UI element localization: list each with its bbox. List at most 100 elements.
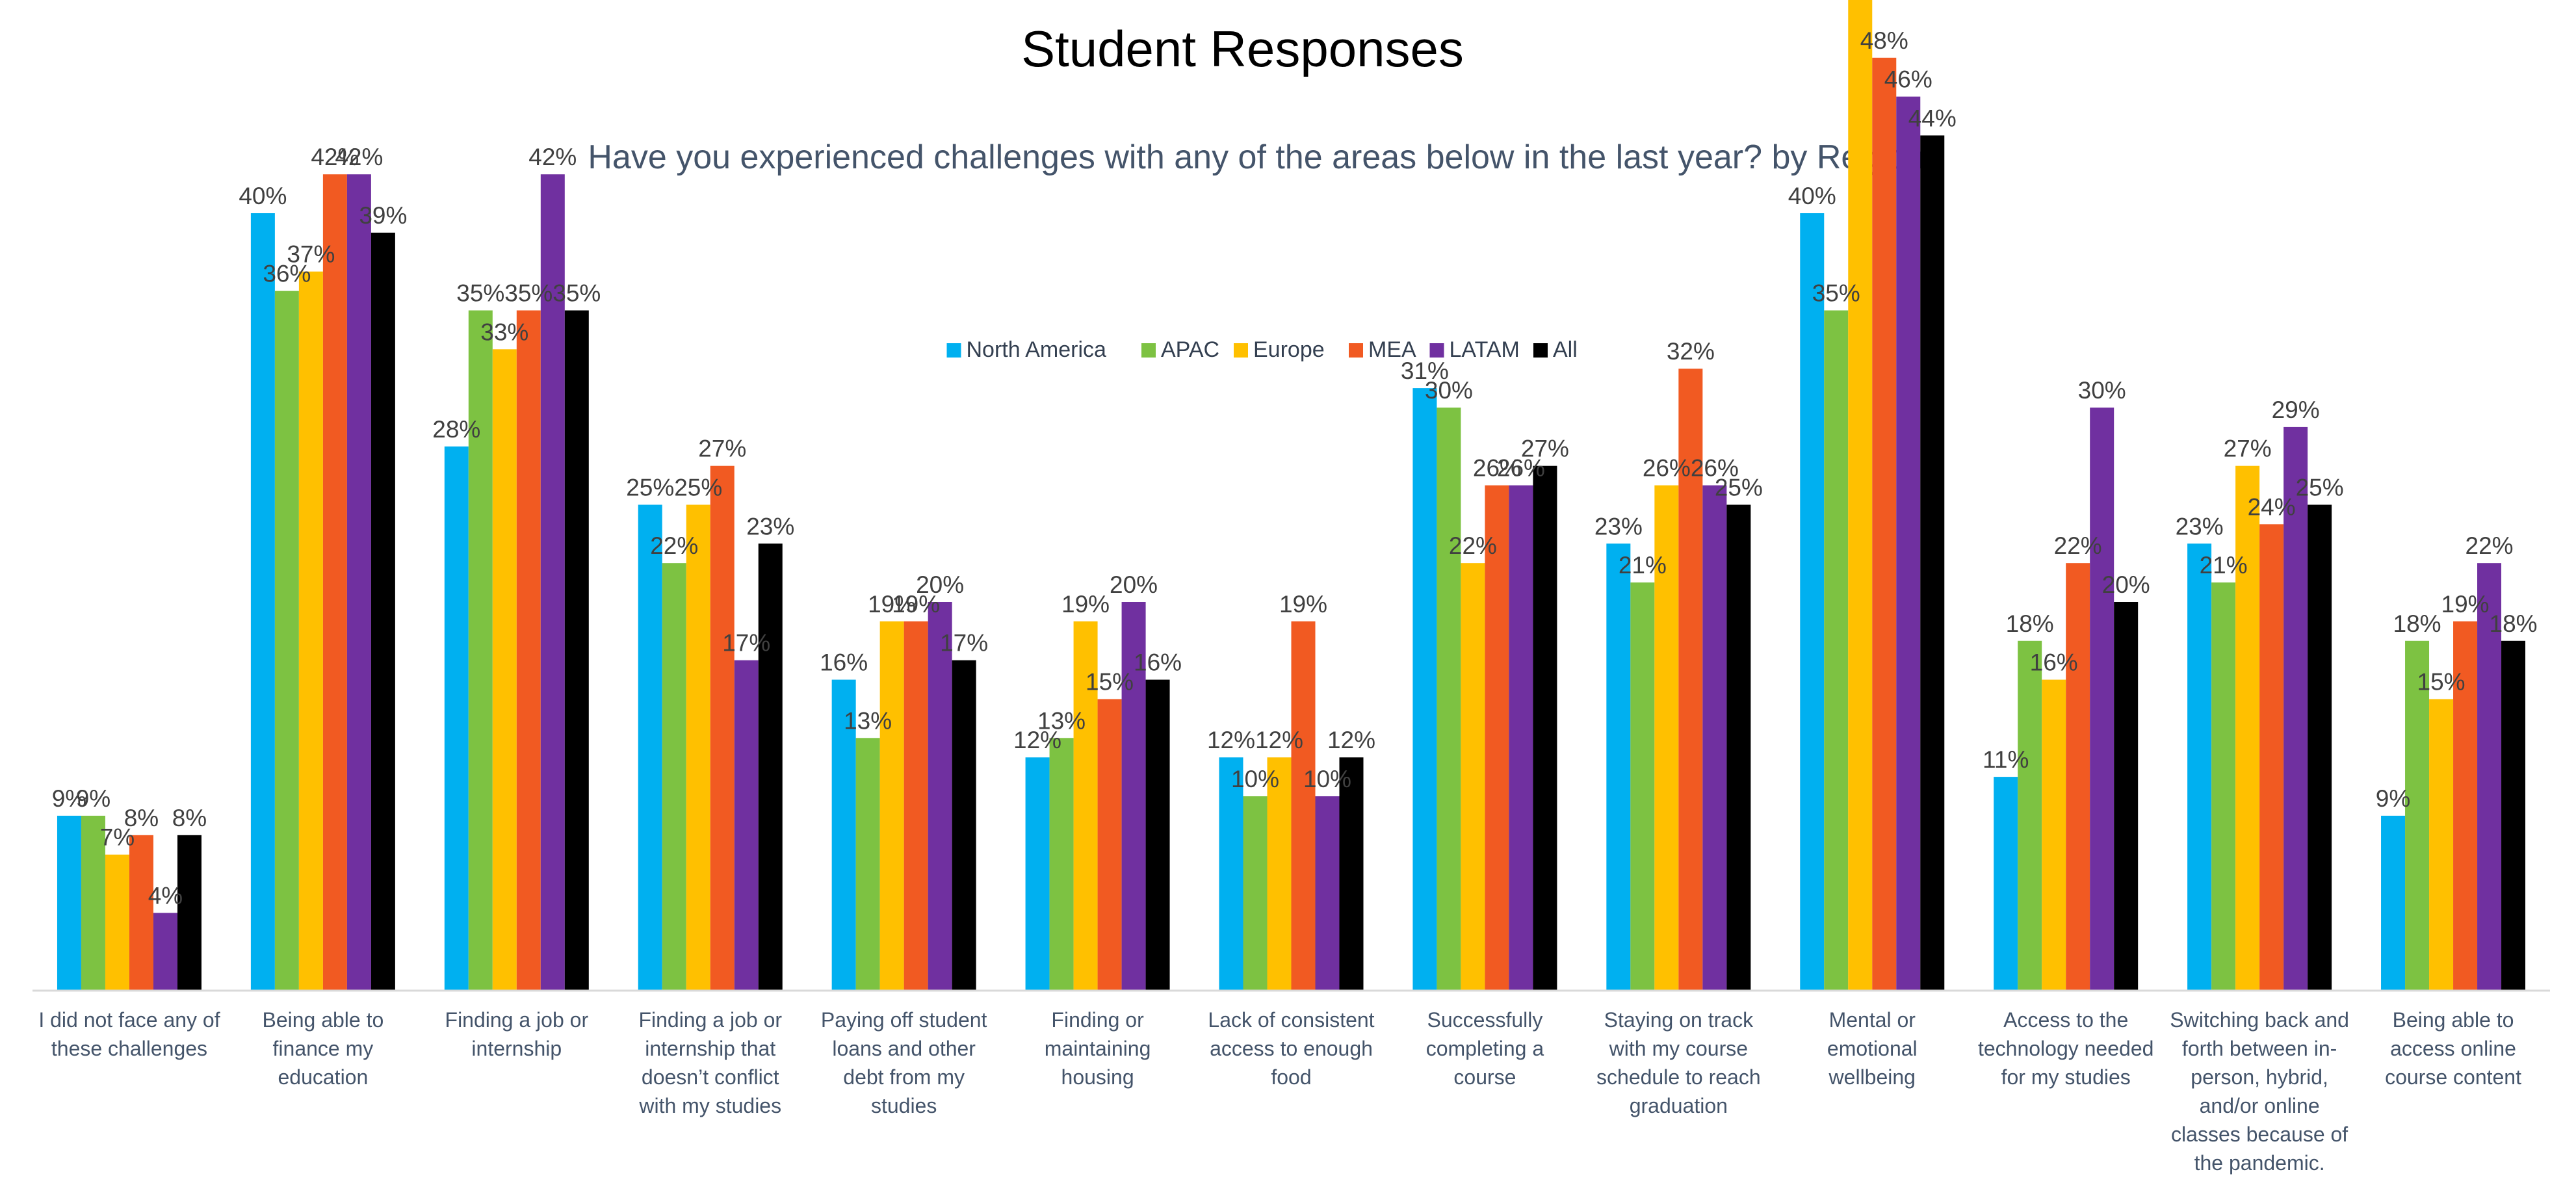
legend-item: MEA xyxy=(1349,337,1416,362)
bar xyxy=(1848,0,1873,991)
bar xyxy=(2090,408,2114,991)
data-label: 10% xyxy=(1303,766,1351,792)
data-label: 42% xyxy=(335,144,383,170)
data-label: 26% xyxy=(1497,455,1545,482)
data-label: 9% xyxy=(76,785,111,812)
data-label: 19% xyxy=(1061,591,1110,618)
data-label: 23% xyxy=(2176,513,2224,540)
bar xyxy=(1412,388,1437,991)
data-label: 20% xyxy=(916,571,964,598)
legend-swatch xyxy=(1234,343,1248,358)
bar xyxy=(1243,796,1268,991)
category-label: Finding or maintaining housing xyxy=(1045,1008,1151,1089)
legend-label: All xyxy=(1553,337,1578,362)
data-label: 13% xyxy=(844,707,892,734)
data-label: 19% xyxy=(892,591,940,618)
data-label: 23% xyxy=(746,513,794,540)
data-label: 28% xyxy=(432,416,480,443)
bar xyxy=(952,660,976,991)
data-label: 44% xyxy=(1908,105,1957,131)
bar xyxy=(371,232,395,991)
bar xyxy=(274,291,299,991)
bar xyxy=(298,271,323,991)
legend-swatch xyxy=(1429,343,1444,358)
data-label: 12% xyxy=(1013,727,1061,753)
bar xyxy=(662,563,686,991)
bar xyxy=(1121,602,1146,991)
data-label: 30% xyxy=(1425,377,1473,404)
bar xyxy=(831,679,856,991)
data-label: 12% xyxy=(1255,727,1303,753)
data-label: 12% xyxy=(1207,727,1255,753)
data-label: 22% xyxy=(2465,532,2514,559)
value-labels-group: 9%9%7%8%4%8%40%36%37%42%42%39%28%35%33%3… xyxy=(52,27,2538,909)
bar xyxy=(2381,815,2406,991)
bar xyxy=(1437,408,1461,991)
bar xyxy=(1073,621,1098,991)
category-label: Access to the technology needed for my stu… xyxy=(1978,1008,2153,1089)
data-label: 40% xyxy=(1788,183,1836,209)
data-label: 8% xyxy=(172,805,207,831)
data-label: 46% xyxy=(1884,66,1932,93)
bar xyxy=(1800,213,1825,991)
data-label: 25% xyxy=(674,475,722,501)
legend-label: North America xyxy=(967,337,1106,362)
bar xyxy=(686,504,710,991)
legend-item: North America xyxy=(946,337,1106,362)
bar xyxy=(1025,757,1050,991)
data-label: 15% xyxy=(2417,669,2465,696)
data-label: 23% xyxy=(1594,513,1643,540)
bar xyxy=(468,310,493,991)
bar xyxy=(1049,738,1074,991)
bar xyxy=(2429,699,2454,991)
data-label: 17% xyxy=(722,630,770,657)
bar xyxy=(2283,426,2308,991)
bar xyxy=(540,174,565,991)
legend-label: APAC xyxy=(1161,337,1219,362)
data-label: 31% xyxy=(1401,358,1449,384)
data-label: 36% xyxy=(263,261,311,287)
category-labels-group: I did not face any of these challenges Bei… xyxy=(38,1008,2521,1175)
bar xyxy=(1920,135,1945,991)
data-label: 35% xyxy=(504,280,553,307)
bar xyxy=(1461,563,1485,991)
bar xyxy=(1145,679,1170,991)
category-label: Switching back and forth between in-perso… xyxy=(2170,1008,2349,1175)
bar xyxy=(2501,640,2526,991)
bar xyxy=(2308,504,2332,991)
bar xyxy=(1678,369,1703,991)
data-label: 27% xyxy=(698,436,746,462)
data-label: 35% xyxy=(553,280,601,307)
bar xyxy=(492,349,517,991)
data-label: 25% xyxy=(1715,475,1763,501)
bar xyxy=(153,913,177,991)
data-label: 8% xyxy=(124,805,159,831)
bar xyxy=(444,446,469,991)
bar xyxy=(928,602,952,991)
legend: North America APAC Europe MEA LATAM All xyxy=(946,337,1578,362)
data-label: 22% xyxy=(2054,532,2102,559)
bar xyxy=(2405,640,2430,991)
bar xyxy=(1872,57,1897,991)
bar xyxy=(855,738,880,991)
bars-group xyxy=(57,0,2526,991)
data-label: 25% xyxy=(626,475,674,501)
category-label: Finding a job or internship xyxy=(445,1008,589,1060)
bar xyxy=(346,174,371,991)
legend-swatch xyxy=(1349,343,1363,358)
bar xyxy=(734,660,759,991)
data-label: 18% xyxy=(2006,610,2054,637)
bar xyxy=(2114,602,2139,991)
data-label: 48% xyxy=(1860,27,1908,54)
data-label: 19% xyxy=(1279,591,1327,618)
legend-swatch xyxy=(1533,343,1548,358)
data-label: 9% xyxy=(2376,785,2410,812)
data-label: 16% xyxy=(820,649,868,676)
data-label: 33% xyxy=(480,319,528,345)
legend-swatch xyxy=(1141,343,1156,358)
bar xyxy=(2453,621,2478,991)
bar xyxy=(2259,524,2284,991)
bar xyxy=(177,835,202,991)
bar xyxy=(1315,796,1340,991)
